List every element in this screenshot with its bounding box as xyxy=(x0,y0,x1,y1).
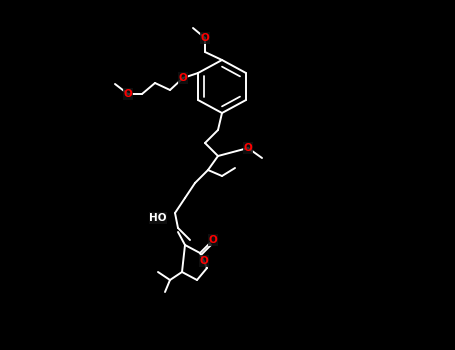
Text: O: O xyxy=(200,256,208,266)
Text: O: O xyxy=(209,235,217,245)
Text: HO: HO xyxy=(149,213,167,223)
Text: O: O xyxy=(124,89,132,99)
Text: O: O xyxy=(243,143,253,153)
Text: O: O xyxy=(201,33,209,43)
Text: O: O xyxy=(179,73,187,83)
